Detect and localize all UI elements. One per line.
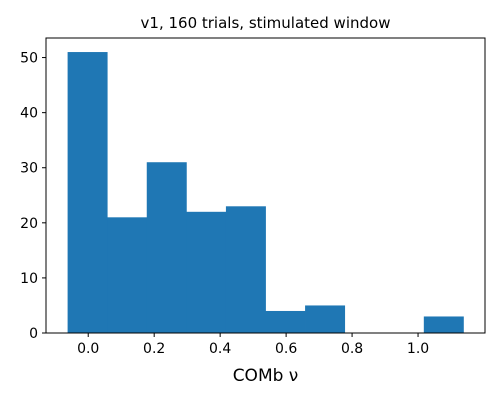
chart-title: v1, 160 trials, stimulated window <box>141 14 391 32</box>
y-tick-label: 40 <box>20 106 38 122</box>
x-tick-label: 0.4 <box>209 341 231 357</box>
histogram-bar <box>186 211 227 333</box>
bars-group <box>67 52 464 334</box>
y-tick-label: 30 <box>20 161 38 177</box>
histogram-bar <box>225 206 266 333</box>
y-tick-label: 0 <box>29 326 38 342</box>
histogram-bar <box>305 305 346 333</box>
x-tick-label: 0.6 <box>275 341 297 357</box>
x-axis-ticks: 0.0 0.2 0.4 0.6 0.8 1.0 <box>77 333 429 357</box>
x-tick-label: 0.8 <box>341 341 363 357</box>
y-axis-ticks: 0 10 20 30 40 50 <box>20 51 46 342</box>
x-tick-label: 1.0 <box>407 341 429 357</box>
x-axis-label: COMb ν <box>233 366 299 386</box>
y-tick-label: 10 <box>20 271 38 287</box>
plot-frame <box>45 37 486 334</box>
histogram-bar <box>423 316 464 333</box>
x-tick-label: 0.2 <box>143 341 165 357</box>
histogram-bar <box>146 162 187 333</box>
histogram-bar <box>107 217 148 333</box>
y-tick-label: 50 <box>20 51 38 67</box>
y-tick-label: 20 <box>20 216 38 232</box>
histogram-bar <box>67 52 108 334</box>
x-tick-label: 0.0 <box>77 341 99 357</box>
histogram-bar <box>265 310 306 333</box>
